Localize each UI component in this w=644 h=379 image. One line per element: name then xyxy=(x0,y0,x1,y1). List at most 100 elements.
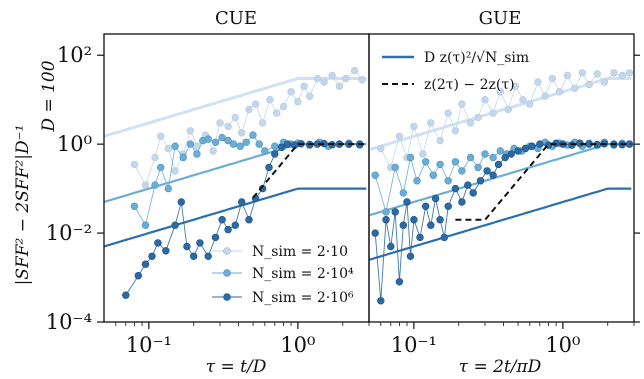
data-point-cue-0-27 xyxy=(328,71,336,80)
data-point-gue-0-5 xyxy=(419,150,427,158)
data-point-cue-0-31 xyxy=(358,76,366,84)
data-point-cue-1-6 xyxy=(179,153,187,162)
data-point-gue-0-23 xyxy=(555,88,564,96)
data-point-gue-1-5 xyxy=(413,177,421,185)
side-label: D = 100 xyxy=(39,60,59,132)
panel-gue: 10⁻¹ 10⁰ xyxy=(368,33,640,357)
data-point-cue-1-0 xyxy=(130,202,139,211)
data-point-cue-2-13 xyxy=(218,216,226,224)
data-point-gue-2-9 xyxy=(410,216,418,224)
y-tick-label-2: 10⁰ xyxy=(57,132,92,156)
data-point-cue-1-11 xyxy=(211,138,220,147)
data-point-gue-2-10 xyxy=(416,233,424,242)
theory-line-gue-mid xyxy=(368,143,632,217)
data-point-gue-1-16 xyxy=(496,147,504,155)
data-point-gue-2-25 xyxy=(501,153,509,162)
data-point-cue-2-6 xyxy=(171,221,179,229)
data-point-cue-2-1 xyxy=(134,272,143,280)
data-point-cue-1-20 xyxy=(271,142,279,150)
data-point-cue-0-19 xyxy=(272,109,281,117)
data-point-gue-1-4 xyxy=(406,153,415,162)
data-point-gue-2-16 xyxy=(444,202,452,211)
data-point-gue-1-11 xyxy=(458,167,466,175)
data-point-gue-2-3 xyxy=(387,242,395,251)
data-point-gue-1-3 xyxy=(399,189,407,197)
data-point-cue-1-5 xyxy=(171,142,179,150)
panel-cue: 10⁻¹ 10⁰ 10⁻⁴ 10⁻² 10⁰ 10² xyxy=(46,33,370,357)
data-point-gue-0-22 xyxy=(548,74,557,83)
data-point-gue-0-27 xyxy=(585,80,593,89)
legend-entry-cue-2: N_sim = 2·10⁶ xyxy=(252,290,354,306)
data-point-gue-0-24 xyxy=(563,71,571,80)
data-point-gue-1-6 xyxy=(422,158,430,166)
legend-gue: D z(τ)²/√N_sim z(2τ) − 2z(τ) xyxy=(382,50,529,93)
data-point-gue-2-15 xyxy=(440,233,448,242)
data-point-cue-1-18 xyxy=(255,140,263,148)
data-point-gue-2-30 xyxy=(536,140,544,148)
y-tick-label-1: 10⁻² xyxy=(46,221,92,245)
plot-area-cue xyxy=(103,66,367,299)
data-point-gue-2-14 xyxy=(436,216,444,224)
data-point-cue-0-23 xyxy=(300,82,308,91)
data-point-gue-1-2 xyxy=(391,163,399,172)
data-point-gue-0-4 xyxy=(410,122,418,131)
data-point-gue-0-31 xyxy=(618,71,626,80)
y-tick-label-3: 10² xyxy=(57,43,92,67)
data-point-gue-1-7 xyxy=(429,171,437,179)
scaling-curve-gue xyxy=(455,143,632,221)
data-point-cue-1-12 xyxy=(218,133,226,142)
plot-area-gue xyxy=(368,69,634,305)
data-point-gue-1-14 xyxy=(481,150,489,158)
data-point-cue-0-11 xyxy=(216,119,224,127)
data-point-gue-2-7 xyxy=(403,198,411,206)
data-point-cue-0-3 xyxy=(157,132,165,141)
data-point-gue-1-10 xyxy=(451,158,460,166)
scaling-curve-cue xyxy=(252,143,367,199)
data-point-gue-1-9 xyxy=(444,177,452,185)
legend-cue: N_sim = 2·10 N_sim = 2·10⁴ N_sim = 2·10⁶ xyxy=(212,244,354,306)
data-point-gue-0-17 xyxy=(511,82,520,91)
data-point-gue-0-30 xyxy=(610,69,618,77)
data-point-cue-1-2 xyxy=(151,181,159,189)
theory-line-cue-mid xyxy=(103,143,367,204)
data-point-gue-2-17 xyxy=(451,184,460,193)
data-point-cue-2-2 xyxy=(141,260,150,268)
data-point-cue-0-12 xyxy=(224,122,232,131)
legend-entry-gue-1: z(2τ) − 2z(τ) xyxy=(424,77,515,93)
legend-entry-gue-0: D z(τ)²/√N_sim xyxy=(424,50,529,66)
data-point-cue-1-15 xyxy=(236,142,244,150)
data-point-cue-2-21 xyxy=(271,150,279,158)
data-point-cue-0-15 xyxy=(245,105,253,114)
data-point-cue-1-1 xyxy=(141,221,150,229)
data-point-cue-2-5 xyxy=(162,247,170,255)
data-point-cue-2-7 xyxy=(177,198,186,206)
data-point-cue-1-4 xyxy=(164,184,173,193)
data-point-gue-0-21 xyxy=(541,92,549,100)
plot-frame-gue xyxy=(368,33,635,323)
data-point-gue-1-12 xyxy=(466,153,475,162)
data-point-cue-2-10 xyxy=(196,239,204,247)
data-point-gue-0-18 xyxy=(519,95,527,104)
data-point-cue-0-1 xyxy=(141,181,150,189)
data-point-cue-2-12 xyxy=(211,233,220,242)
y-tick-label-0: 10⁻⁴ xyxy=(46,310,92,334)
data-point-cue-1-13 xyxy=(224,136,232,145)
data-point-gue-2-8 xyxy=(406,252,415,260)
legend-entry-cue-0: N_sim = 2·10 xyxy=(252,244,348,260)
panel-title-cue: CUE xyxy=(215,8,257,29)
data-point-cue-1-3 xyxy=(157,163,165,172)
data-point-gue-0-26 xyxy=(578,69,586,77)
data-point-gue-2-20 xyxy=(469,189,477,197)
data-point-gue-1-13 xyxy=(474,163,482,172)
data-point-gue-0-9 xyxy=(451,127,460,135)
data-point-cue-0-26 xyxy=(320,78,328,86)
data-point-cue-1-10 xyxy=(204,135,212,143)
data-point-gue-0-12 xyxy=(474,113,482,122)
data-point-cue-0-25 xyxy=(313,74,321,83)
data-point-cue-0-20 xyxy=(279,102,288,111)
data-point-gue-1-0 xyxy=(371,171,379,179)
data-point-gue-0-11 xyxy=(466,119,475,127)
data-point-gue-2-19 xyxy=(464,181,472,189)
data-point-gue-2-18 xyxy=(458,198,466,206)
data-point-cue-0-22 xyxy=(294,97,302,106)
